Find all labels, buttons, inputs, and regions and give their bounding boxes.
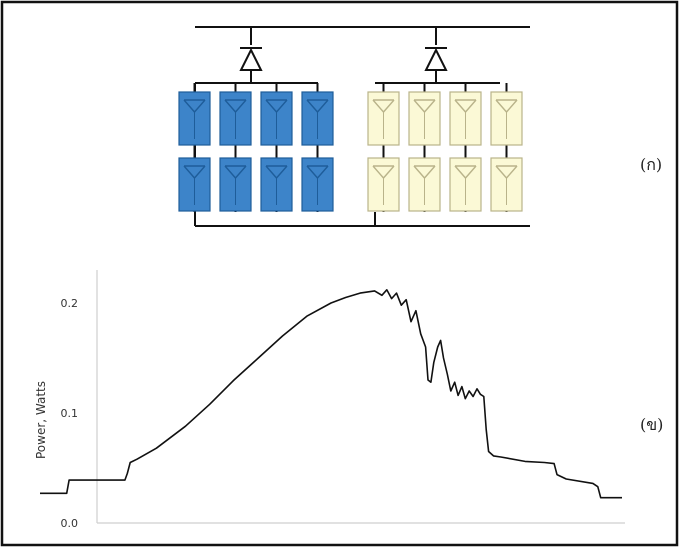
solar-array-diagram <box>178 26 530 227</box>
right-solar-panel <box>408 157 441 212</box>
left-solar-panel <box>301 157 334 212</box>
right-solar-panel <box>490 157 523 212</box>
right-solar-panel <box>408 91 441 146</box>
y-tick-label: 0.0 <box>61 517 79 530</box>
left-solar-panel <box>219 157 252 212</box>
y-tick-labels: 0.0 0.1 0.2 <box>61 297 79 530</box>
left-solar-panel <box>178 157 211 212</box>
label-part-b: (ข) <box>640 415 663 434</box>
right-solar-panel <box>449 91 482 146</box>
right-solar-panel <box>490 91 523 146</box>
right-panel-array <box>367 83 523 212</box>
left-panel-array <box>178 83 334 212</box>
left-solar-panel <box>260 157 293 212</box>
y-tick-label: 0.1 <box>61 407 79 420</box>
right-solar-panel <box>449 157 482 212</box>
bypass-diode-right <box>424 27 448 83</box>
y-axis-label: Power, Watts <box>34 381 48 459</box>
left-solar-panel <box>301 91 334 146</box>
right-solar-panel <box>367 157 400 212</box>
y-tick-label: 0.2 <box>61 297 79 310</box>
left-solar-panel <box>219 91 252 146</box>
bypass-diode-left <box>239 27 263 83</box>
power-series-line <box>40 288 622 499</box>
right-solar-panel <box>367 91 400 146</box>
power-chart: 0.0 0.1 0.2 Power, Watts <box>34 270 625 530</box>
label-part-a: (ก) <box>640 155 662 174</box>
left-solar-panel <box>178 91 211 146</box>
left-solar-panel <box>260 91 293 146</box>
